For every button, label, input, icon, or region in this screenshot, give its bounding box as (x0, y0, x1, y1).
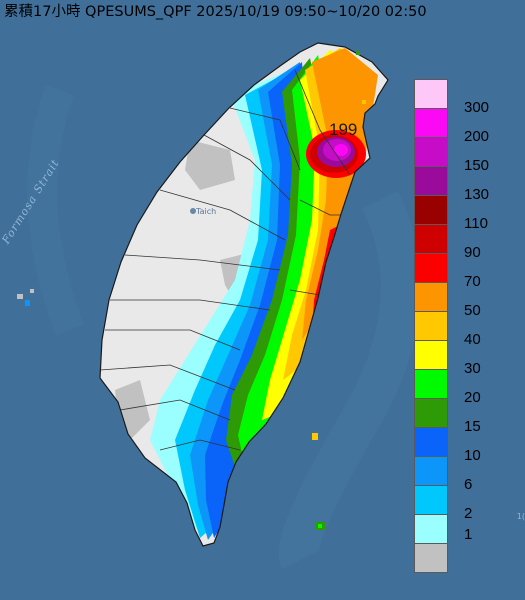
legend-label: 110 (464, 215, 488, 232)
legend-swatch (414, 369, 448, 399)
legend-label: 300 (464, 99, 490, 116)
peak-rainfall-value: 199 (329, 120, 358, 139)
legend-label: 130 (464, 186, 490, 203)
legend-label: 20 (464, 389, 481, 406)
taichung-marker (190, 208, 196, 214)
legend-label: 30 (464, 360, 481, 377)
rainfall-legend: 300 200 150 130 110 90 70 50 40 30 20 15 10 6 2 1 (412, 79, 512, 573)
legend-swatch (414, 108, 448, 138)
legend-label: 200 (464, 128, 490, 145)
place-label-taichung: Taich (195, 207, 216, 216)
legend-label: 10 (464, 447, 481, 464)
legend-label: 90 (464, 244, 481, 261)
legend-label: 15 (464, 418, 481, 435)
legend-label: 50 (464, 302, 481, 319)
green-island (312, 433, 318, 440)
coastline (99, 42, 389, 547)
legend-swatch (414, 195, 448, 225)
legend-swatch (414, 79, 448, 109)
legend-swatch (414, 485, 448, 515)
legend-swatch (414, 456, 448, 486)
legend-swatch (414, 514, 448, 544)
legend-swatch (414, 398, 448, 428)
penghu-islet (25, 300, 30, 306)
legend-label: 70 (464, 273, 481, 290)
legend-swatch (414, 137, 448, 167)
legend-swatch (414, 311, 448, 341)
legend-swatch (414, 224, 448, 254)
legend-swatch (414, 340, 448, 370)
legend-label: 6 (464, 476, 473, 493)
north-islet (356, 51, 360, 55)
legend-label: 1 (464, 526, 473, 543)
corner-fragment-text: 1( (516, 512, 525, 521)
penghu-islet (17, 294, 23, 299)
legend-swatch (414, 166, 448, 196)
legend-swatch (414, 282, 448, 312)
legend-label: 2 (464, 505, 473, 522)
legend-label: 40 (464, 331, 481, 348)
guishan-islet (362, 100, 366, 104)
legend-label: 150 (464, 157, 490, 174)
legend-swatch (414, 253, 448, 283)
penghu-islet (30, 289, 34, 293)
map-title: 累積17小時 QPESUMS_QPF 2025/10/19 09:50~10/2… (4, 4, 427, 20)
legend-swatch (414, 543, 448, 573)
legend-swatch (414, 427, 448, 457)
orchid-island-core (318, 524, 322, 528)
